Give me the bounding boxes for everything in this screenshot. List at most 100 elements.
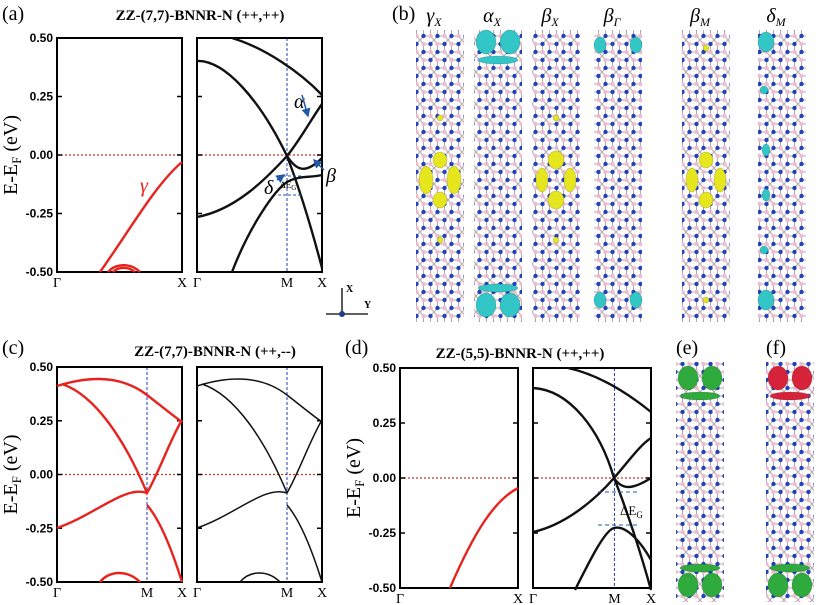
orbital-lobe bbox=[759, 85, 769, 95]
orbital-lobe bbox=[629, 291, 643, 309]
y-tick-label: 0.50 bbox=[30, 360, 54, 374]
x-tick-label: Γ bbox=[53, 586, 61, 601]
annotations-a: γ α β δ ΔEG bbox=[140, 91, 336, 199]
state-label: βX bbox=[540, 5, 559, 29]
annotation: γ bbox=[140, 175, 149, 197]
orbital-lobe bbox=[677, 572, 699, 598]
plot-frame bbox=[56, 366, 183, 583]
y-axis-label: E-EF (eV) bbox=[0, 115, 24, 195]
y-tick-label: -0.50 bbox=[369, 581, 397, 595]
x-tick-label: X bbox=[177, 276, 187, 291]
y-tick-label: -0.25 bbox=[369, 526, 397, 540]
orbital-lobe bbox=[761, 188, 771, 202]
axis-label: X bbox=[346, 284, 354, 295]
y-tick-label: 0.00 bbox=[30, 468, 54, 482]
x-tick-label: M bbox=[281, 276, 294, 291]
panel-title: ZZ-(7,7)-BNNR-N (++,++) bbox=[116, 8, 285, 24]
orbital-lobe bbox=[679, 391, 721, 401]
x-tick-label: X bbox=[646, 592, 656, 605]
x-tick-label: X bbox=[317, 586, 327, 601]
state-label-part: β bbox=[689, 5, 700, 27]
orbital-lobe bbox=[563, 167, 577, 193]
orbital-lobe bbox=[757, 289, 775, 311]
orbital-lobe bbox=[791, 365, 813, 391]
state-label-part: β bbox=[603, 5, 614, 27]
orbital-lobe bbox=[432, 191, 448, 209]
y-axis-label-part: E-E bbox=[0, 483, 22, 514]
orbital-lobe bbox=[552, 236, 560, 244]
orbital-lobe bbox=[499, 29, 521, 55]
orbital-lobe bbox=[432, 151, 448, 169]
orbital-lobe bbox=[477, 55, 519, 65]
state-label-part: β bbox=[540, 5, 551, 27]
orbital-strip bbox=[594, 30, 642, 322]
bands-a bbox=[99, 36, 324, 273]
state-label-part: M bbox=[699, 15, 711, 29]
orbital-lobe bbox=[767, 365, 789, 391]
state-label-part: α bbox=[483, 5, 494, 27]
y-tick-label: -0.50 bbox=[26, 575, 54, 589]
y-axis-label-part: (eV) bbox=[343, 438, 365, 480]
orbital-lobe bbox=[436, 236, 444, 244]
annotation: δ bbox=[264, 177, 274, 199]
orbital-lobe bbox=[547, 190, 565, 210]
y-axis-label: E-EF (eV) bbox=[343, 438, 367, 518]
orbital-strip bbox=[676, 362, 724, 602]
x-tick-label: Γ bbox=[396, 592, 404, 605]
annotation: α bbox=[294, 91, 305, 113]
y-tick-label: 0.00 bbox=[373, 471, 397, 485]
state-label: βΓ bbox=[603, 5, 622, 29]
annotation: ΔEG bbox=[280, 180, 296, 192]
x-tick-label: X bbox=[513, 592, 523, 605]
orbital-lobe bbox=[677, 365, 699, 391]
state-label: γX bbox=[426, 5, 442, 29]
orbital-lobe bbox=[475, 292, 497, 318]
y-axis-label: E-EF (eV) bbox=[0, 435, 24, 515]
plot-frame bbox=[56, 37, 183, 273]
y-axis-label-part: F bbox=[352, 480, 367, 487]
plot-frame bbox=[196, 366, 323, 583]
state-label-part: γ bbox=[426, 5, 435, 27]
orbital-lobe bbox=[446, 165, 462, 195]
orbital-lobe bbox=[552, 114, 560, 122]
orbital-lobe bbox=[791, 572, 813, 598]
y-tick-label: -0.25 bbox=[26, 207, 54, 221]
orbital-strip bbox=[758, 30, 806, 322]
orbital-lobe bbox=[761, 143, 771, 157]
orbital-lobe bbox=[701, 572, 723, 598]
state-label-part: X bbox=[550, 15, 559, 29]
orbital-lobe bbox=[475, 29, 497, 55]
orbital-lobe bbox=[499, 292, 521, 318]
orbital-lobe bbox=[713, 167, 727, 193]
orbital-strip bbox=[766, 362, 814, 602]
state-label-part: X bbox=[493, 15, 502, 29]
axes-icon: X Y bbox=[326, 284, 372, 317]
state-label: δM bbox=[766, 5, 786, 29]
x-tick-label: X bbox=[177, 586, 187, 601]
orbital-strip bbox=[474, 30, 522, 322]
y-tick-label: -0.25 bbox=[26, 521, 54, 535]
state-label: βM bbox=[689, 5, 711, 29]
orbital-lobe bbox=[535, 167, 549, 193]
x-tick-label: M bbox=[608, 592, 621, 605]
x-tick-label: Γ bbox=[53, 276, 61, 291]
panel-label: (e) bbox=[676, 337, 698, 359]
orbital-lobe bbox=[698, 151, 714, 169]
annotation: β bbox=[325, 165, 336, 187]
panel-label: (d) bbox=[345, 337, 368, 359]
y-axis-label-part: (eV) bbox=[0, 115, 22, 157]
orbital-lobe bbox=[702, 296, 710, 304]
orbital-lobe bbox=[679, 563, 721, 573]
orbital-lobe bbox=[418, 165, 434, 195]
orbital-lobe bbox=[593, 36, 607, 54]
state-label-part: Γ bbox=[613, 15, 622, 29]
y-axis-label-part: E-E bbox=[0, 164, 22, 195]
y-axis-label-part: E-E bbox=[343, 487, 365, 518]
x-tick-label: X bbox=[317, 276, 327, 291]
x-tick-label: Γ bbox=[193, 586, 201, 601]
orbital-lobe bbox=[759, 245, 769, 255]
panel-label: (c) bbox=[2, 337, 24, 359]
orbital-lobe bbox=[593, 291, 607, 309]
x-tick-label: M bbox=[281, 586, 294, 601]
